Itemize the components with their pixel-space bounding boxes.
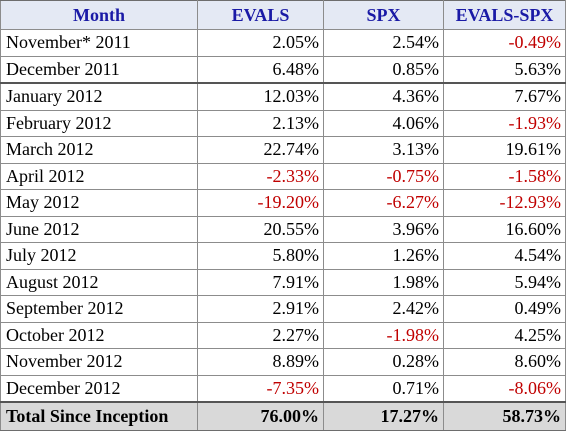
table-row: April 2012 -2.33% -0.75% -1.58% [0, 162, 566, 190]
cell-evals-spx: -1.58% [443, 162, 566, 190]
cell-spx: -1.98% [323, 321, 444, 349]
cell-spx: 0.28% [323, 348, 444, 376]
cell-evals-spx: 19.61% [443, 136, 566, 164]
cell-month: December 2012 [0, 374, 198, 403]
cell-evals-spx: -1.93% [443, 109, 566, 137]
cell-spx: 0.71% [323, 374, 444, 403]
cell-evals: 2.05% [197, 29, 324, 57]
cell-evals: -19.20% [197, 189, 324, 217]
cell-evals-spx: 5.63% [443, 55, 566, 84]
cell-evals: 6.48% [197, 55, 324, 84]
cell-evals-spx: 16.60% [443, 215, 566, 243]
table-row: May 2012 -19.20% -6.27% -12.93% [0, 189, 566, 217]
cell-month: March 2012 [0, 136, 198, 164]
cell-month: October 2012 [0, 321, 198, 349]
cell-month: August 2012 [0, 268, 198, 296]
cell-evals-spx: 4.25% [443, 321, 566, 349]
cell-evals: 2.13% [197, 109, 324, 137]
cell-spx: 4.36% [323, 82, 444, 111]
cell-spx: -0.75% [323, 162, 444, 190]
cell-spx: 4.06% [323, 109, 444, 137]
total-evals: 76.00% [197, 401, 324, 431]
table-row: July 2012 5.80% 1.26% 4.54% [0, 242, 566, 270]
cell-evals-spx: 0.49% [443, 295, 566, 323]
cell-spx: 0.85% [323, 55, 444, 84]
cell-month: November 2012 [0, 348, 198, 376]
cell-spx: 3.13% [323, 136, 444, 164]
cell-evals: 2.27% [197, 321, 324, 349]
header-month: Month [0, 0, 198, 30]
table-row: June 2012 20.55% 3.96% 16.60% [0, 215, 566, 243]
cell-month: November* 2011 [0, 29, 198, 57]
table-row: March 2012 22.74% 3.13% 19.61% [0, 136, 566, 164]
cell-evals: 22.74% [197, 136, 324, 164]
cell-evals-spx: 4.54% [443, 242, 566, 270]
header-evals: EVALS [197, 0, 324, 30]
table-row: December 2012 -7.35% 0.71% -8.06% [0, 374, 566, 403]
cell-month: December 2011 [0, 55, 198, 84]
cell-month: May 2012 [0, 189, 198, 217]
cell-month: July 2012 [0, 242, 198, 270]
cell-evals: 12.03% [197, 82, 324, 111]
cell-evals: -7.35% [197, 374, 324, 403]
cell-evals: 8.89% [197, 348, 324, 376]
cell-evals: -2.33% [197, 162, 324, 190]
cell-spx: 3.96% [323, 215, 444, 243]
cell-month: January 2012 [0, 82, 198, 111]
cell-spx: 2.54% [323, 29, 444, 57]
header-row: Month EVALS SPX EVALS-SPX [0, 0, 566, 30]
total-evals-spx: 58.73% [443, 401, 566, 431]
table-row: November* 2011 2.05% 2.54% -0.49% [0, 29, 566, 57]
cell-evals: 20.55% [197, 215, 324, 243]
cell-evals-spx: 8.60% [443, 348, 566, 376]
cell-evals-spx: -12.93% [443, 189, 566, 217]
cell-evals-spx: 5.94% [443, 268, 566, 296]
table-row: September 2012 2.91% 2.42% 0.49% [0, 295, 566, 323]
cell-evals-spx: -0.49% [443, 29, 566, 57]
table-row: December 2011 6.48% 0.85% 5.63% [0, 55, 566, 84]
cell-spx: 1.26% [323, 242, 444, 270]
table-row: August 2012 7.91% 1.98% 5.94% [0, 268, 566, 296]
cell-evals: 5.80% [197, 242, 324, 270]
table-body: November* 2011 2.05% 2.54% -0.49% December 2… [0, 29, 566, 403]
header-evals-spx: EVALS-SPX [443, 0, 566, 30]
cell-evals-spx: -8.06% [443, 374, 566, 403]
table-row: January 2012 12.03% 4.36% 7.67% [0, 82, 566, 111]
cell-spx: -6.27% [323, 189, 444, 217]
cell-month: April 2012 [0, 162, 198, 190]
cell-evals: 7.91% [197, 268, 324, 296]
table-row: October 2012 2.27% -1.98% 4.25% [0, 321, 566, 349]
total-label: Total Since Inception [0, 401, 198, 431]
total-spx: 17.27% [323, 401, 444, 431]
table-row: February 2012 2.13% 4.06% -1.93% [0, 109, 566, 137]
table-row: November 2012 8.89% 0.28% 8.60% [0, 348, 566, 376]
cell-month: September 2012 [0, 295, 198, 323]
cell-evals: 2.91% [197, 295, 324, 323]
cell-month: June 2012 [0, 215, 198, 243]
total-row: Total Since Inception 76.00% 17.27% 58.7… [0, 401, 566, 431]
cell-evals-spx: 7.67% [443, 82, 566, 111]
header-spx: SPX [323, 0, 444, 30]
cell-spx: 2.42% [323, 295, 444, 323]
cell-spx: 1.98% [323, 268, 444, 296]
cell-month: February 2012 [0, 109, 198, 137]
